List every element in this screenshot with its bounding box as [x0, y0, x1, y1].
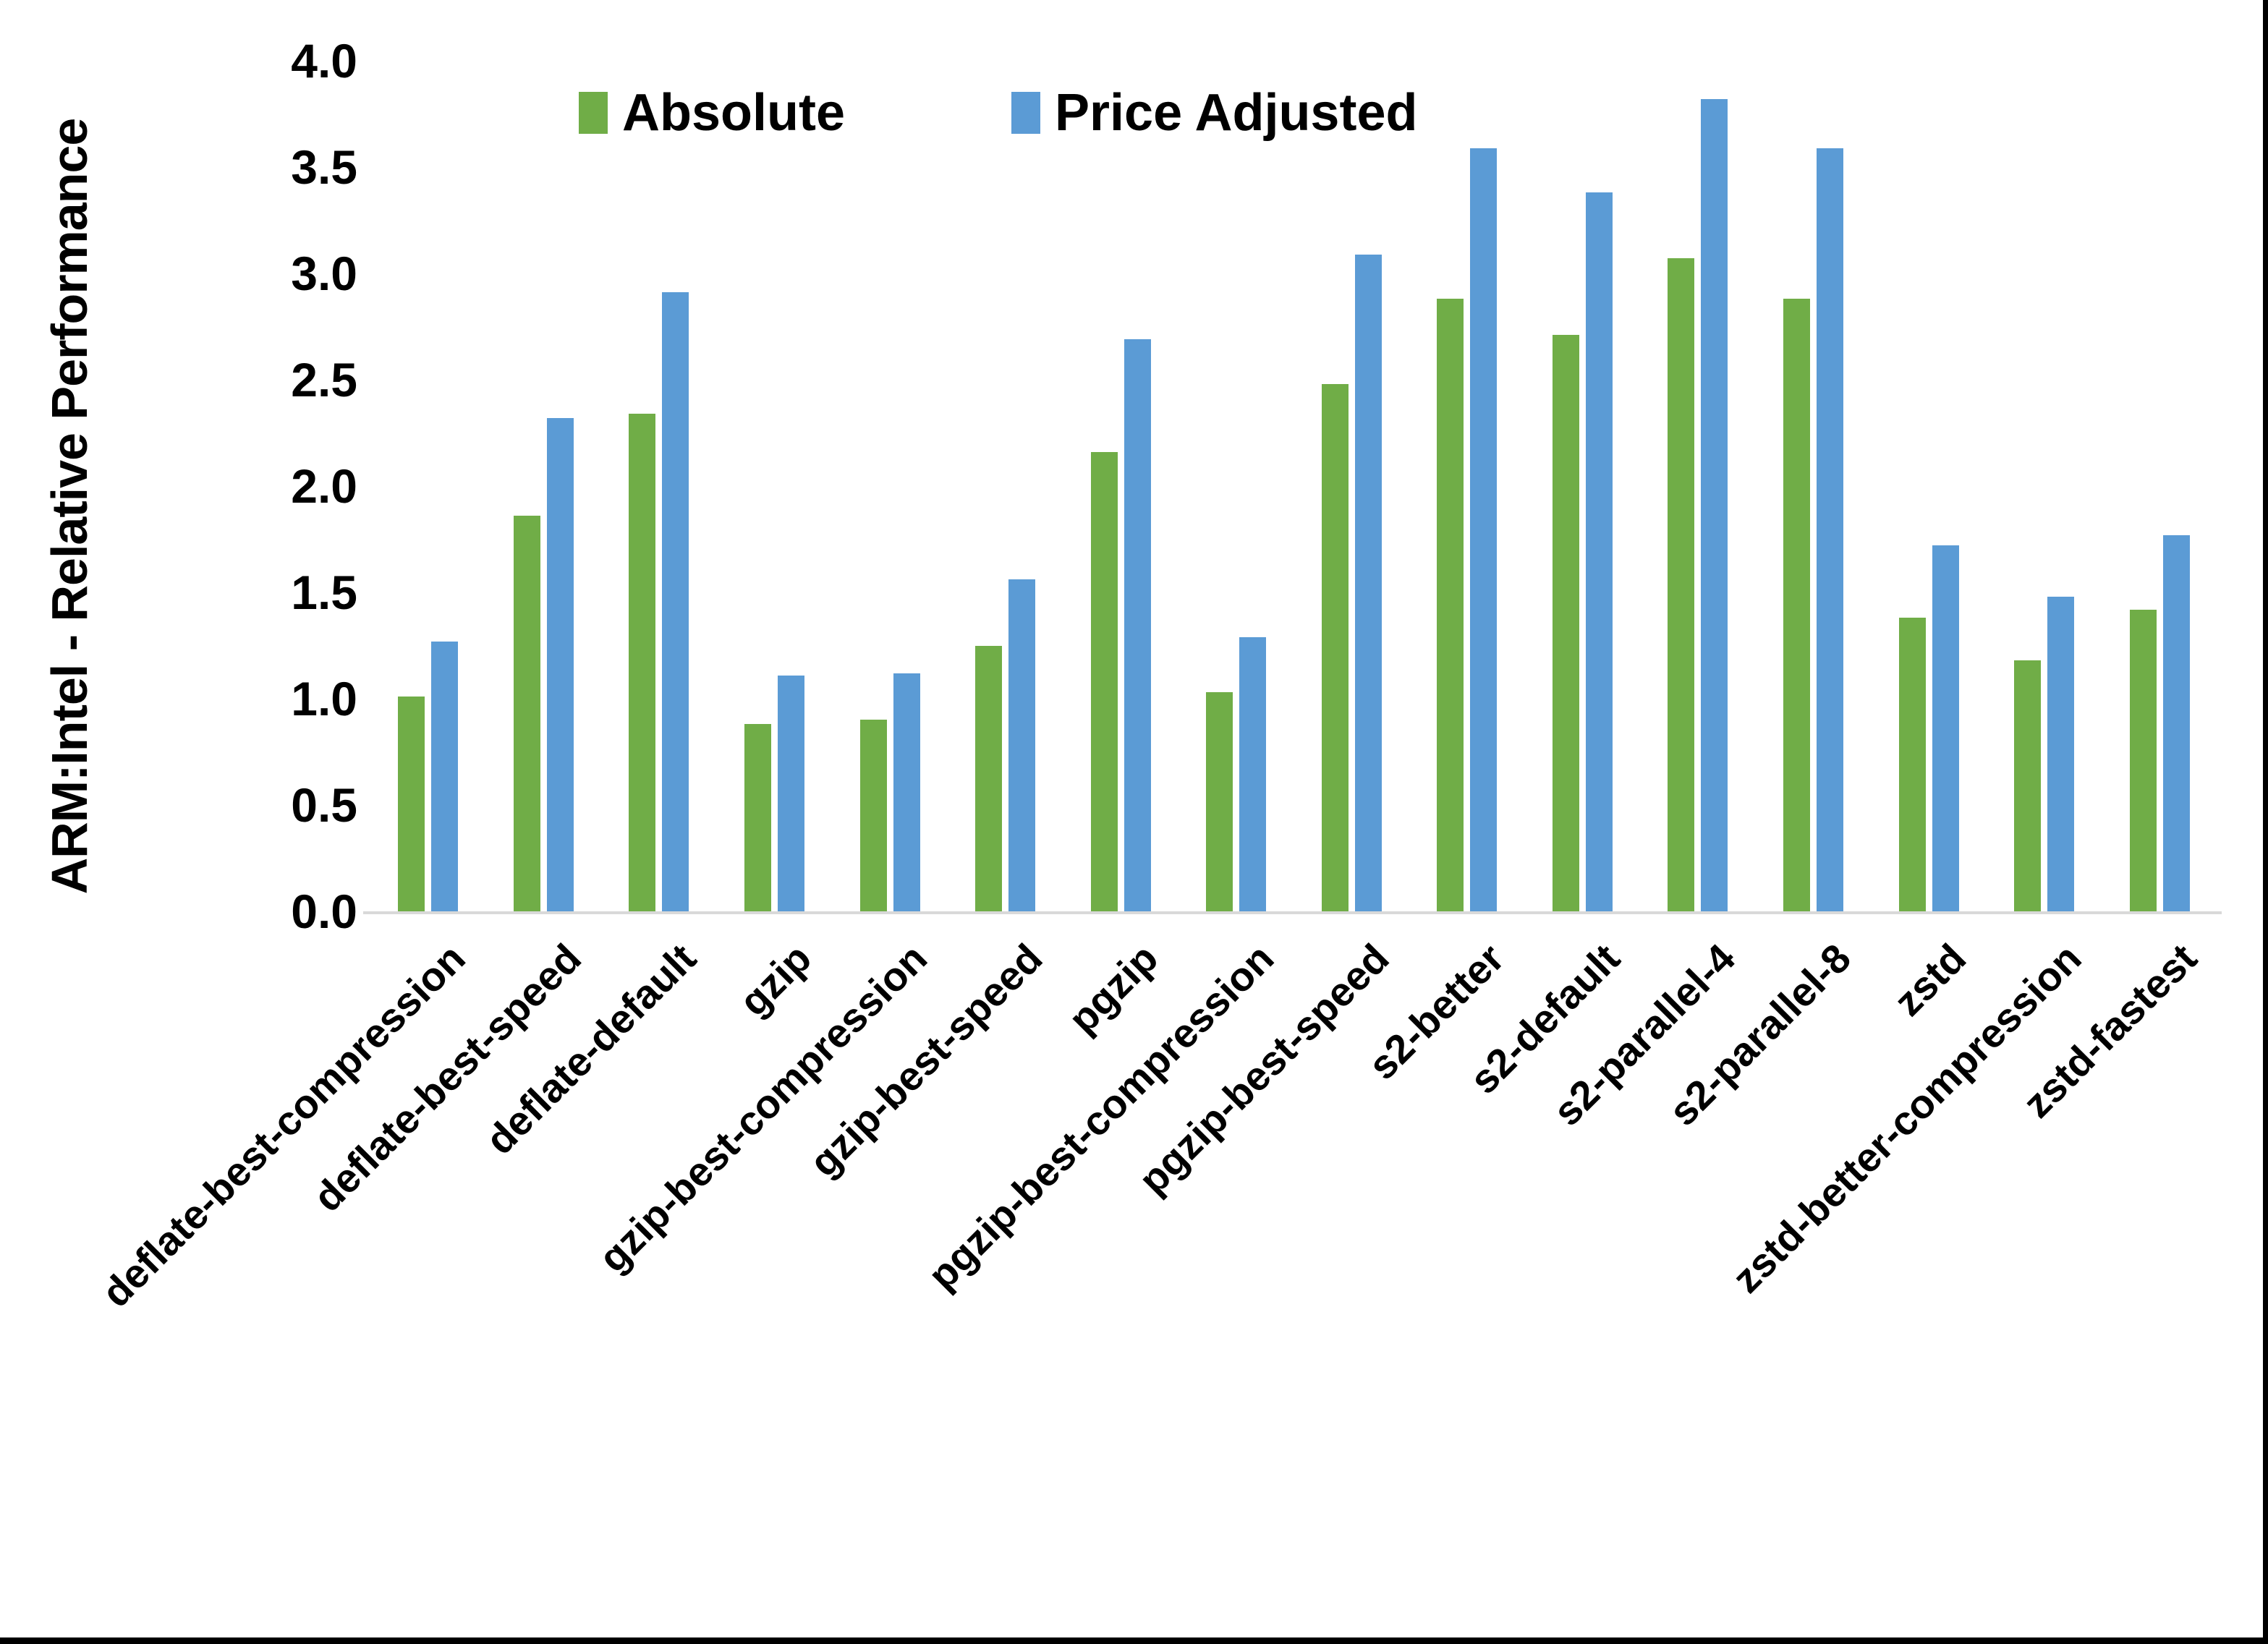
bar-absolute-s2-default	[1552, 335, 1579, 911]
bar-price-adjusted-s2-default	[1585, 192, 1613, 911]
bar-group-deflate-default	[601, 61, 717, 911]
bar-price-adjusted-zstd-better-compression	[2047, 596, 2075, 911]
bar-price-adjusted-deflate-default	[662, 292, 689, 911]
bar-group-gzip-best-speed	[948, 61, 1063, 911]
legend-swatch-absolute	[579, 92, 608, 134]
bar-group-zstd-fastest	[2102, 61, 2217, 911]
bar-price-adjusted-s2-parallel-8	[1817, 148, 1844, 911]
plot-area	[363, 61, 2222, 914]
bar-absolute-zstd	[1898, 618, 1926, 911]
bar-group-deflate-best-compression	[370, 61, 486, 911]
bar-price-adjusted-deflate-best-compression	[431, 641, 459, 911]
bar-absolute-gzip-best-compression	[859, 720, 887, 911]
y-tick-label: 2.0	[291, 459, 357, 513]
bar-absolute-pgzip-best-speed	[1321, 383, 1349, 911]
bar-price-adjusted-gzip-best-compression	[893, 673, 920, 911]
bar-absolute-gzip-best-speed	[975, 645, 1003, 911]
y-tick-label: 0.5	[291, 778, 357, 832]
bar-price-adjusted-zstd	[1932, 545, 1959, 911]
bar-absolute-gzip	[744, 724, 771, 911]
bar-group-s2-parallel-8	[1756, 61, 1872, 911]
bar-absolute-deflate-best-compression	[398, 697, 425, 911]
bar-price-adjusted-pgzip-best-speed	[1354, 254, 1382, 911]
bar-absolute-zstd-better-compression	[2014, 660, 2042, 911]
legend-item-price-adjusted: Price Adjusted	[1011, 84, 1417, 142]
bar-group-gzip	[717, 61, 833, 911]
bar-absolute-s2-parallel-4	[1668, 258, 1695, 911]
y-tick-label: 0.0	[291, 885, 357, 938]
bar-price-adjusted-s2-better	[1470, 148, 1498, 911]
bar-absolute-s2-better	[1437, 299, 1464, 911]
legend-swatch-price-adjusted	[1011, 92, 1040, 134]
x-category-label: pgzip	[1059, 934, 1167, 1042]
bar-group-gzip-best-compression	[832, 61, 948, 911]
legend-label-absolute: Absolute	[622, 84, 846, 142]
bar-group-pgzip-best-compression	[1178, 61, 1294, 911]
bar-group-s2-default	[1525, 61, 1641, 911]
y-tick-label: 1.0	[291, 672, 357, 725]
x-axis-line	[363, 911, 2222, 914]
bar-group-pgzip-best-speed	[1294, 61, 1410, 911]
y-tick-label: 2.5	[291, 353, 357, 406]
screen-edge-right	[2263, 0, 2268, 1644]
bar-absolute-deflate-default	[629, 414, 656, 911]
bar-absolute-deflate-best-speed	[513, 516, 540, 911]
y-tick-label: 3.5	[291, 140, 357, 194]
bar-price-adjusted-gzip	[777, 675, 804, 911]
bar-absolute-s2-parallel-8	[1783, 299, 1811, 911]
y-tick-label: 1.5	[291, 566, 357, 619]
y-tick-label: 4.0	[291, 34, 357, 88]
bar-absolute-zstd-fastest	[2129, 609, 2157, 911]
bar-price-adjusted-deflate-best-speed	[546, 417, 574, 911]
bar-price-adjusted-zstd-fastest	[2162, 534, 2190, 911]
bar-series-area	[370, 61, 2217, 911]
legend-label-price-adjusted: Price Adjusted	[1055, 84, 1418, 142]
bar-absolute-pgzip-best-compression	[1206, 692, 1233, 911]
bar-group-deflate-best-speed	[486, 61, 602, 911]
x-category-label: gzip	[730, 934, 820, 1025]
x-category-label: zstd	[1885, 934, 1975, 1025]
bar-price-adjusted-s2-parallel-4	[1701, 98, 1728, 911]
bar-price-adjusted-gzip-best-speed	[1008, 579, 1036, 911]
bar-group-s2-better	[1409, 61, 1525, 911]
x-category-label: deflate-default	[477, 934, 705, 1163]
bar-group-s2-parallel-4	[1640, 61, 1756, 911]
bar-group-zstd	[1871, 61, 1987, 911]
bar-group-zstd-better-compression	[1987, 61, 2102, 911]
legend-item-absolute: Absolute	[579, 84, 845, 142]
screen-edge-bottom	[0, 1637, 2268, 1644]
bar-price-adjusted-pgzip-best-compression	[1239, 636, 1267, 911]
bar-price-adjusted-pgzip	[1124, 339, 1151, 911]
bar-absolute-pgzip	[1090, 451, 1118, 911]
y-tick-label: 3.0	[291, 247, 357, 300]
bar-group-pgzip	[1063, 61, 1178, 911]
